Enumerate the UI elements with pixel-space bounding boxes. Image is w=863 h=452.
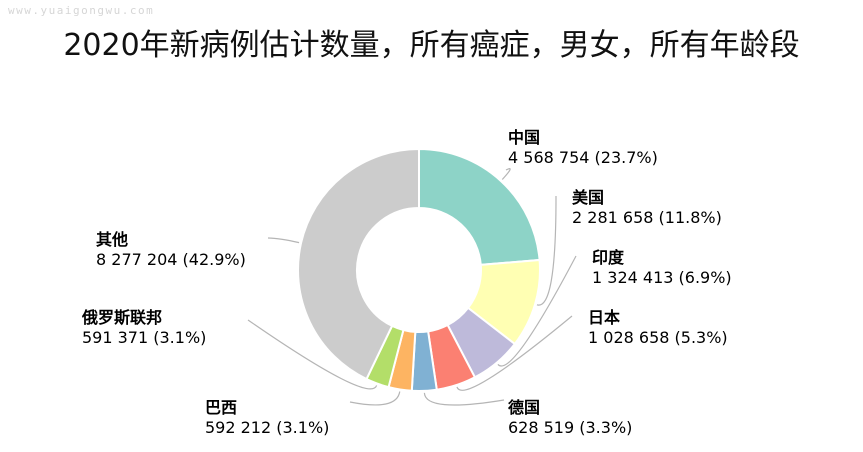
leader-line-7 (267, 237, 300, 244)
pie-slice-0 (418, 147, 541, 266)
slice-name: 巴西 (205, 398, 238, 417)
slice-name: 其他 (96, 230, 129, 249)
slice-label-2: 印度 1 324 413 (6.9%) (592, 248, 732, 288)
slice-value: 592 212 (3.1%) (205, 418, 330, 437)
slice-label-6: 俄罗斯联邦 591 371 (3.1%) (82, 308, 206, 348)
leader-line-4 (423, 392, 505, 406)
slice-label-3: 日本 1 028 658 (5.3%) (588, 308, 728, 348)
slice-value: 628 519 (3.3%) (508, 418, 633, 437)
slice-value: 1 324 413 (6.9%) (592, 268, 732, 287)
slice-label-5: 巴西 592 212 (3.1%) (205, 398, 329, 438)
leader-line-3 (456, 315, 573, 391)
leader-line-2 (497, 255, 577, 367)
slice-name: 德国 (508, 398, 541, 417)
watermark: www.yuaigongwu.com (8, 4, 155, 17)
leader-line-5 (349, 391, 401, 406)
slice-label-0: 中国 4 568 754 (23.7%) (508, 128, 658, 168)
slice-label-1: 美国 2 281 658 (11.8%) (572, 188, 722, 228)
slice-name: 中国 (508, 128, 541, 147)
slice-value: 2 281 658 (11.8%) (572, 208, 722, 227)
slice-label-4: 德国 628 519 (3.3%) (508, 398, 632, 438)
leader-line-6 (247, 319, 378, 390)
slice-name: 美国 (572, 188, 605, 207)
slice-value: 591 371 (3.1%) (82, 328, 207, 347)
slice-label-7: 其他 8 277 204 (42.9%) (96, 230, 246, 270)
slice-name: 日本 (588, 308, 621, 327)
slice-value: 1 028 658 (5.3%) (588, 328, 728, 347)
chart-title: 2020年新病例估计数量，所有癌症，男女，所有年龄段 (63, 28, 800, 63)
slice-name: 俄罗斯联邦 (82, 308, 163, 327)
slice-value: 8 277 204 (42.9%) (96, 250, 246, 269)
slice-value: 4 568 754 (23.7%) (508, 148, 658, 167)
slice-name: 印度 (592, 248, 625, 267)
leader-line-1 (536, 195, 557, 306)
leader-line-0 (501, 168, 511, 180)
pie-slice-7 (297, 147, 420, 381)
